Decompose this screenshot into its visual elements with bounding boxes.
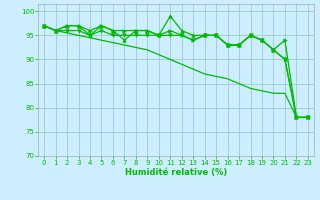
X-axis label: Humidité relative (%): Humidité relative (%) <box>125 168 227 177</box>
